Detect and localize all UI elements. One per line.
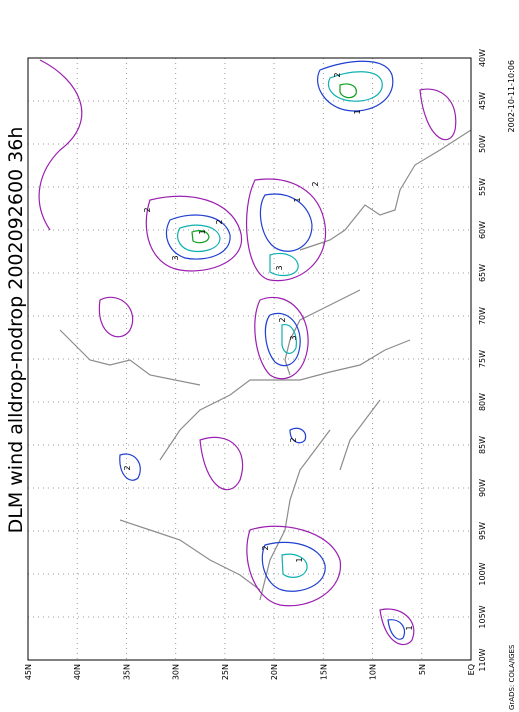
contour-label: 1: [353, 109, 362, 114]
lon-label: 95W: [478, 522, 487, 540]
lon-label: 65W: [478, 264, 487, 282]
coastlines: [59, 129, 472, 601]
lat-label: 30N: [172, 664, 181, 680]
lon-label: 55W: [478, 178, 487, 196]
grid: [28, 58, 471, 660]
contour-label: 1: [295, 557, 304, 562]
lon-label: 85W: [478, 436, 487, 454]
lat-label: 35N: [122, 664, 131, 680]
lon-label: 75W: [478, 350, 487, 368]
lon-label: 70W: [478, 307, 487, 325]
lat-label: 10N: [369, 664, 378, 680]
contour-label: 2: [289, 437, 298, 442]
lon-label: 40W: [478, 49, 487, 67]
lat-label: 25N: [221, 664, 230, 680]
contour-label: 1: [198, 229, 207, 234]
timestamp: 2002-10-11-10:06: [507, 60, 516, 132]
map-title: DLM wind alldrop-nodrop 2002092600 36h: [5, 127, 27, 534]
contour-label: 2: [143, 207, 152, 212]
contour-label: 2: [311, 181, 320, 186]
lat-label: 15N: [319, 664, 328, 680]
lon-label: 90W: [478, 479, 487, 497]
lon-label: 60W: [478, 221, 487, 239]
map-frame: [27, 57, 472, 661]
footer: GrADS: COLA/IGES: [508, 644, 516, 710]
lon-label: 45W: [478, 92, 487, 110]
lon-label: 105W: [478, 605, 487, 628]
lat-label: 20N: [270, 664, 279, 680]
contour-label: 2: [215, 219, 224, 224]
lon-label: 110W: [478, 648, 487, 671]
lon-label: 100W: [478, 562, 487, 585]
lat-label: 40N: [73, 664, 82, 680]
contour-label: 1: [405, 625, 414, 630]
lat-label: 45N: [24, 664, 33, 680]
lat-label: EQ: [467, 664, 476, 675]
contour-label: 2: [278, 317, 287, 322]
contour-label: 3: [289, 335, 298, 340]
contour-label: 3: [171, 255, 180, 260]
lat-label: 5N: [418, 664, 427, 675]
contour-label: 2: [333, 72, 342, 77]
contour-label: 1: [293, 197, 302, 202]
contour-label: 2: [123, 465, 132, 470]
contours: [38, 59, 457, 646]
contour-label: 3: [275, 265, 284, 270]
contour-label: 2: [261, 545, 270, 550]
lon-label: 80W: [478, 393, 487, 411]
lon-label: 50W: [478, 135, 487, 153]
